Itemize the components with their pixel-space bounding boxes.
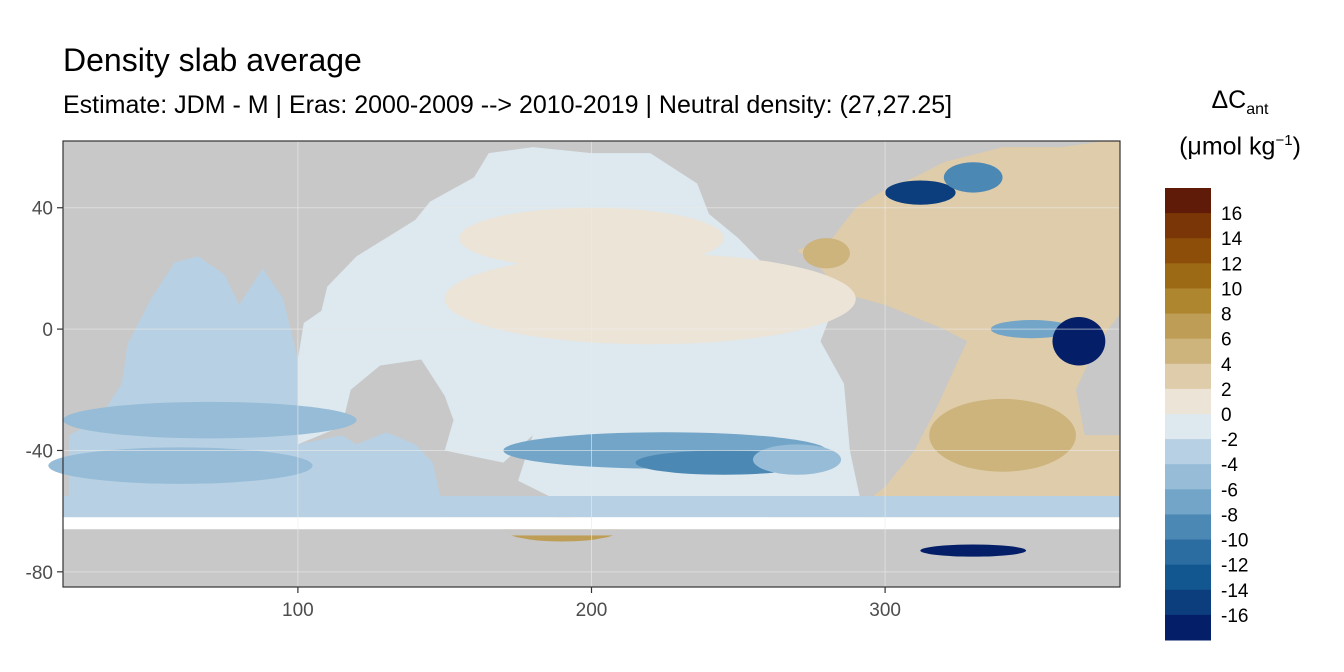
caribbean-patch [802, 238, 850, 269]
colorbar-swatch [1165, 188, 1211, 214]
colorbar-label: -8 [1221, 505, 1238, 526]
x-tick-label: 200 [576, 600, 608, 621]
colorbar-swatch [1165, 564, 1211, 591]
colorbar-swatch [1165, 464, 1211, 490]
legend-unit-close: ) [1292, 132, 1301, 161]
legend-title-symbol: ΔC [1211, 86, 1247, 114]
colorbar-swatch [1165, 589, 1211, 616]
gulf-of-guinea-patch [1052, 316, 1106, 366]
colorbar-swatch [1165, 514, 1211, 541]
colorbar-swatch [1165, 288, 1211, 315]
legend-unit-superscript: −1 [1275, 132, 1293, 149]
legend-title-subscript: ant [1246, 101, 1269, 118]
colorbar-legend: 16 14 12 10 8 6 4 2 0 -2 -4 -6 -8 -10 -12 -14 -16 [1165, 188, 1249, 641]
colorbar-swatch [1165, 338, 1211, 365]
colorbar-swatch [1165, 614, 1211, 641]
south-atlantic-patch [929, 398, 1076, 472]
weddell-sea-patch [920, 544, 1027, 557]
colorbar-swatch [1165, 213, 1211, 239]
colorbar-label: 8 [1221, 305, 1232, 326]
chart-subtitle: Estimate: JDM - M | Eras: 2000-2009 --> … [63, 91, 953, 119]
y-tick-label: 0 [42, 320, 53, 341]
y-tick-label: 40 [32, 199, 53, 220]
colorbar-label: 4 [1221, 355, 1232, 376]
colorbar-label: 16 [1221, 204, 1242, 225]
colorbar-swatch [1165, 439, 1211, 465]
x-tick-label: 300 [869, 600, 901, 621]
y-tick-label: -80 [26, 563, 53, 584]
x-tick-label: 100 [282, 600, 314, 621]
colorbar-swatch [1165, 388, 1211, 415]
colorbar-label: 14 [1221, 229, 1243, 250]
colorbar-swatch [1165, 539, 1211, 566]
labrador-sea-patch [943, 162, 1003, 193]
colorbar-label: 2 [1221, 380, 1232, 401]
colorbar-swatch [1165, 263, 1211, 289]
colorbar-swatch [1165, 313, 1211, 340]
colorbar-label: -2 [1221, 430, 1238, 451]
legend-title-unit: (μmol kg−1) [1160, 132, 1320, 161]
legend-title-variable: ΔCant [1160, 86, 1320, 119]
colorbar-label: -16 [1221, 606, 1248, 627]
colorbar-label: 0 [1221, 405, 1232, 426]
colorbar-label: -4 [1221, 455, 1238, 476]
colorbar-label: 12 [1221, 254, 1242, 275]
colorbar-label: -6 [1221, 480, 1238, 501]
y-tick-label: -40 [26, 441, 53, 462]
indian-ocean-band [63, 401, 357, 439]
colorbar-label: 6 [1221, 330, 1232, 351]
tropical-pacific-patch [444, 253, 856, 345]
colorbar-label: 10 [1221, 279, 1242, 300]
colorbar-label: -14 [1221, 581, 1249, 602]
south-indian-band [48, 447, 313, 484]
colorbar-swatch [1165, 238, 1211, 264]
colorbar-swatch [1165, 363, 1211, 390]
north-atlantic-west-patch [885, 180, 956, 205]
colorbar-swatch [1165, 414, 1211, 440]
legend-unit-open: (μmol kg [1179, 132, 1276, 161]
colorbar-label: -10 [1221, 531, 1248, 552]
chart-title: Density slab average [63, 42, 362, 78]
colorbar-label: -12 [1221, 556, 1248, 577]
east-pacific-patch [752, 444, 842, 475]
colorbar-swatch [1165, 489, 1211, 515]
